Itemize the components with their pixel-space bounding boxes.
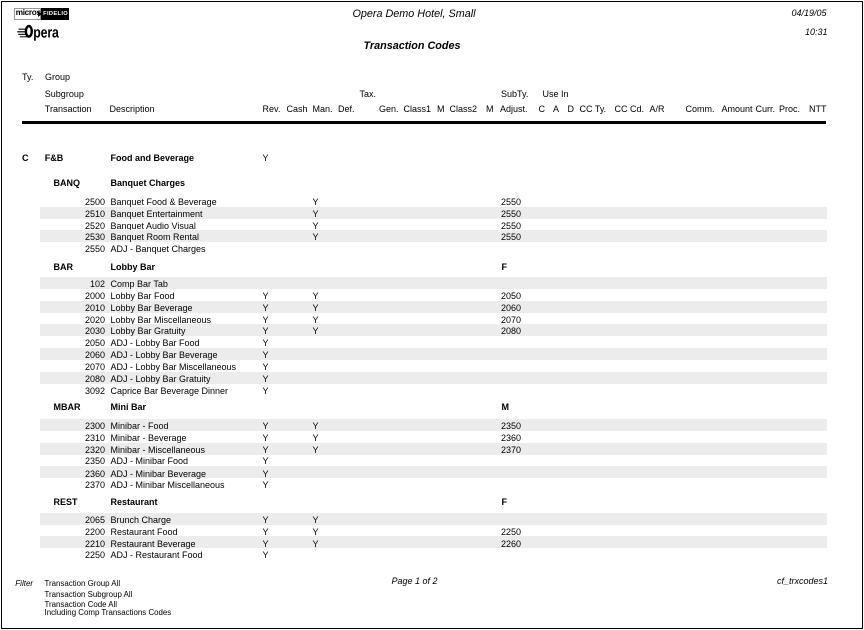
svg-text:pera: pera (33, 24, 59, 41)
